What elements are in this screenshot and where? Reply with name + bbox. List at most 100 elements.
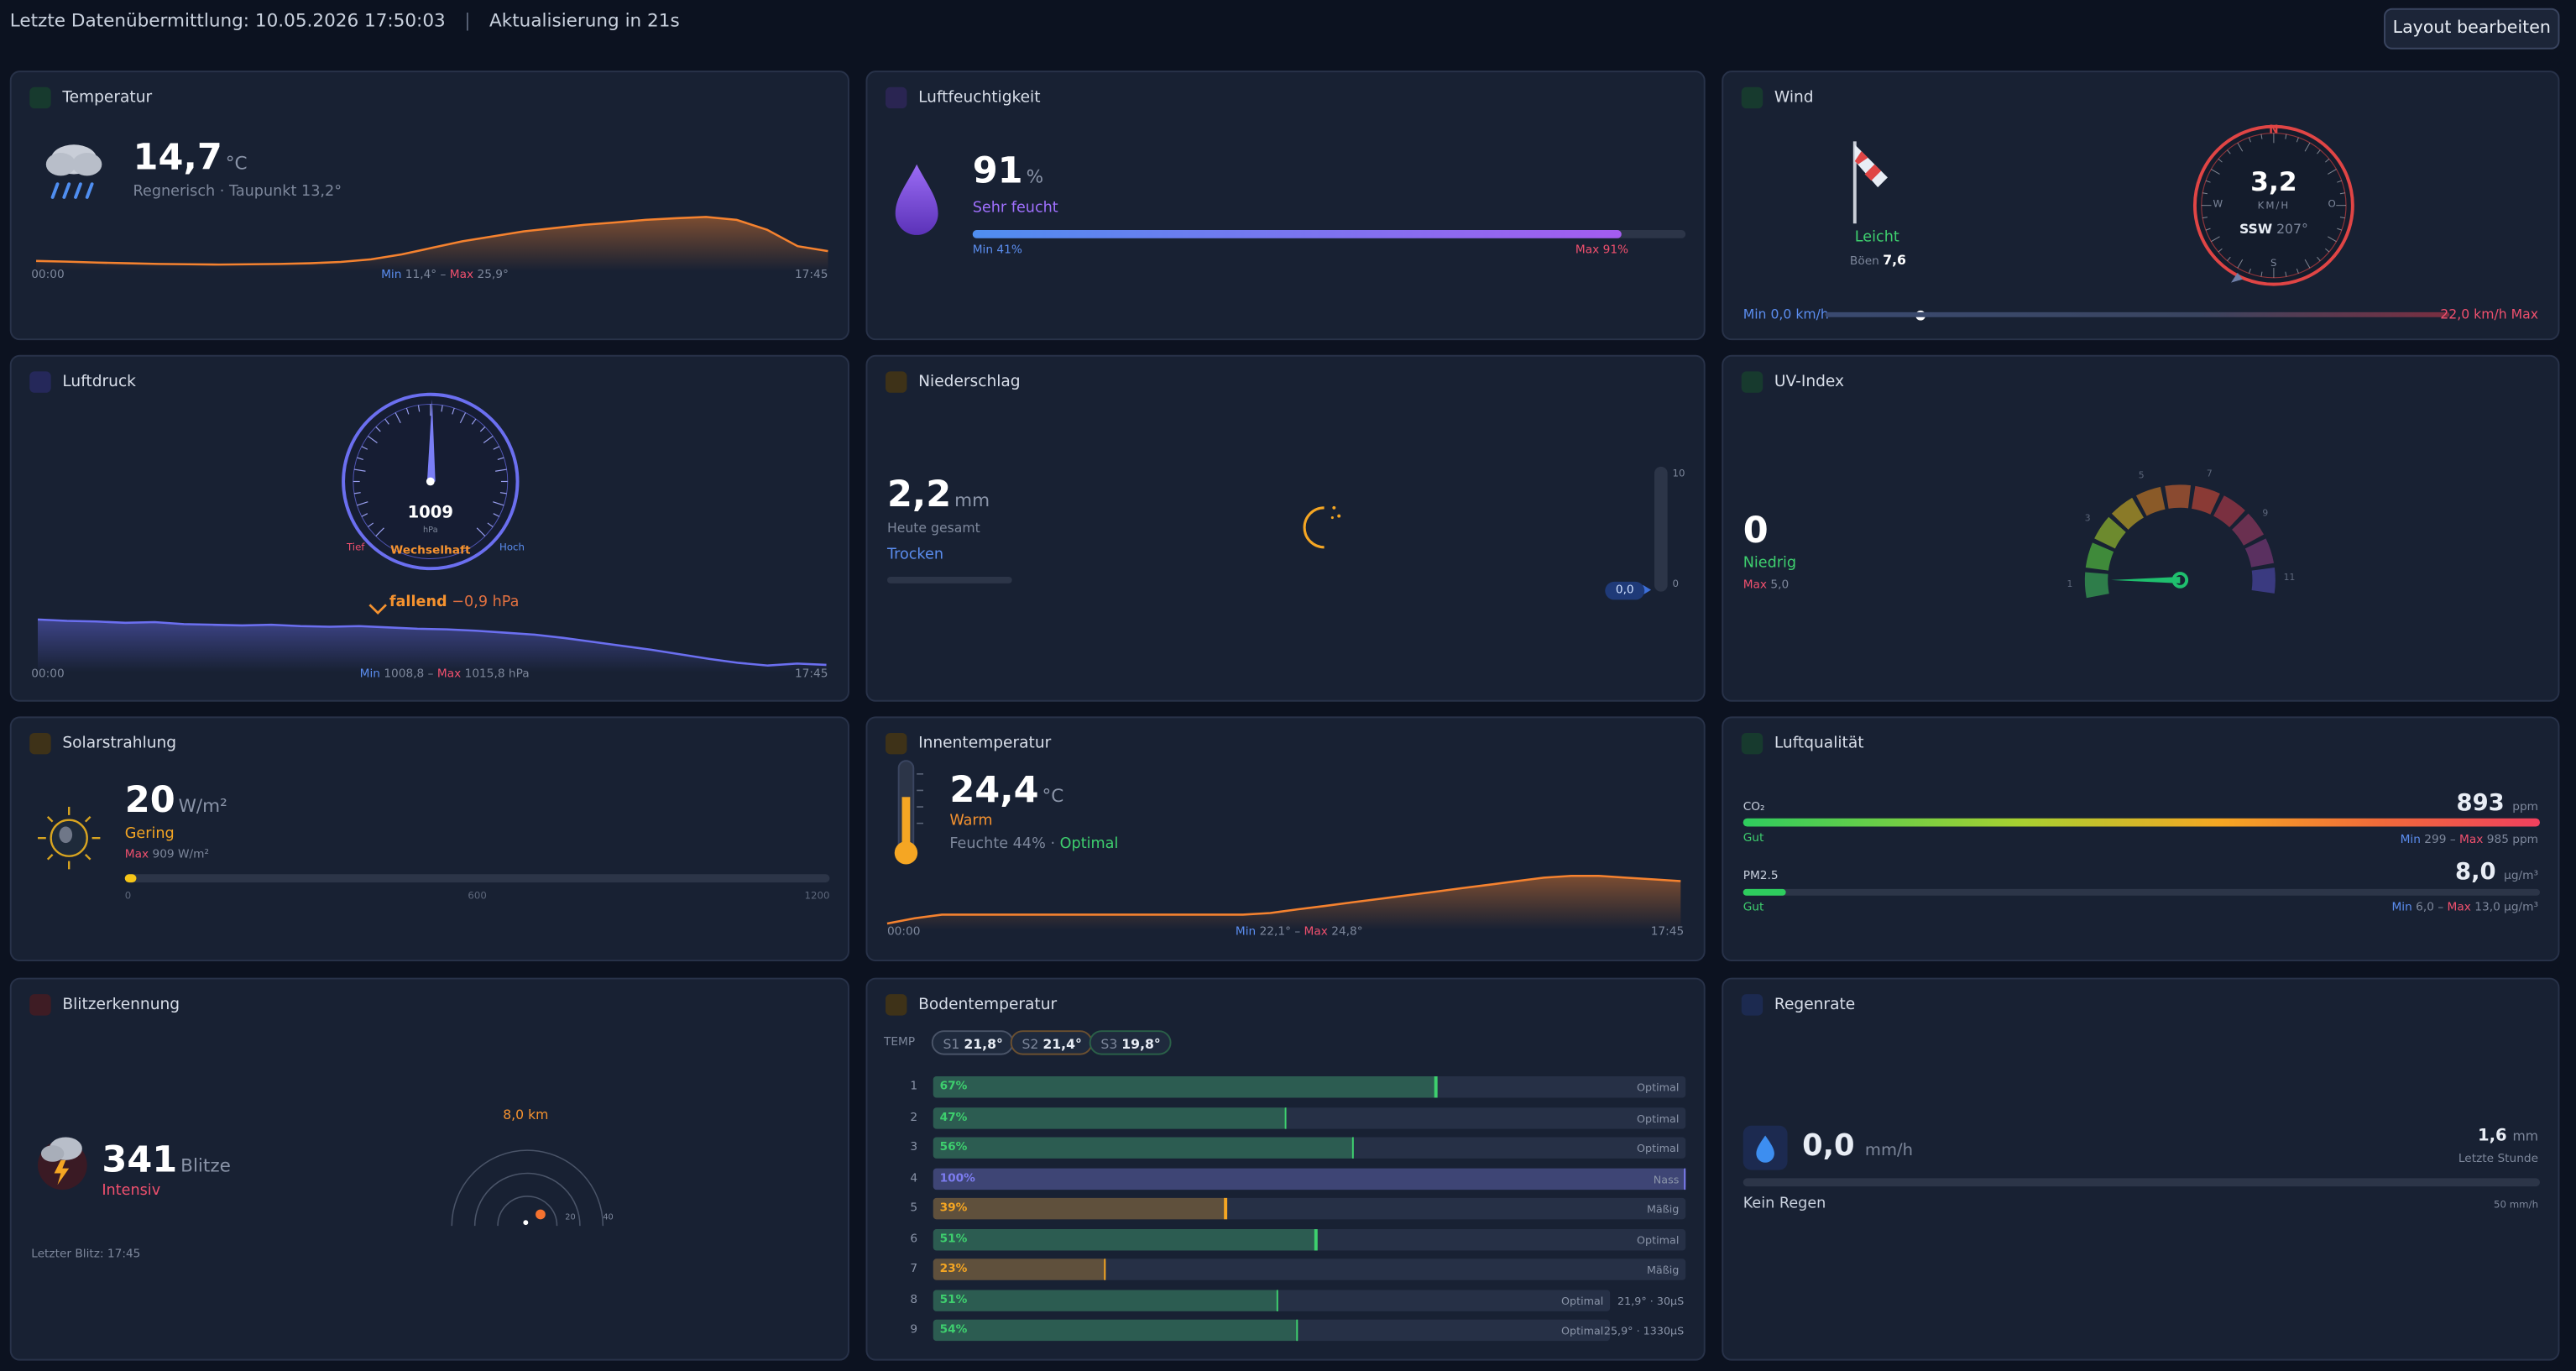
row-edge (1284, 1107, 1288, 1128)
solar-track (124, 874, 830, 883)
compass-tick (2339, 192, 2345, 195)
row-label: 56% (939, 1140, 968, 1154)
row-track: 54% Optimal (933, 1319, 1611, 1342)
humidity-track (972, 230, 1686, 238)
gust-value: 7,6 (1883, 253, 1906, 269)
gauge-tick (375, 426, 381, 432)
state-bar (886, 577, 1012, 583)
compass-tick (2237, 259, 2244, 269)
edit-layout-button[interactable]: Layout bearbeiten (2384, 8, 2560, 50)
direction: SSW 207° (2239, 222, 2308, 237)
humidity-fill (972, 230, 1622, 238)
tick-label: 0 (124, 890, 132, 903)
row-index: 9 (910, 1322, 918, 1337)
card-title: Luftqualität (1774, 734, 1864, 753)
gauge-tick (493, 446, 500, 450)
trend-line (37, 618, 827, 667)
row-extra: 25,9° · 1330µS (1603, 1324, 1685, 1338)
path (1854, 144, 1888, 188)
row-edge (1276, 1289, 1278, 1311)
compass-tick (2296, 137, 2299, 143)
icon (29, 371, 51, 393)
uv-segment (2244, 538, 2275, 568)
row-status: Optimal (1637, 1112, 1680, 1125)
compass-tick (2337, 228, 2342, 231)
compass-tick (2205, 180, 2211, 183)
compass-tick (2296, 268, 2299, 274)
co2: 893 ppm (2456, 790, 2538, 816)
max: 25,9° (477, 268, 509, 281)
humidity-graphics (895, 164, 938, 235)
row-status: Optimal (1560, 1294, 1604, 1308)
level-gauge (1654, 466, 1668, 592)
gauge-tick (479, 426, 486, 432)
gauge-tick (357, 501, 368, 506)
min: 1008,8 (384, 667, 425, 681)
row-index: 4 (910, 1170, 918, 1185)
row-status: Mäßig (1646, 1202, 1680, 1217)
tendency-label: fallend (389, 594, 447, 612)
path (451, 1149, 604, 1227)
axis-start: 00:00 (886, 924, 921, 939)
rain-rate-card: Regenrate 0,0 mm/h 1,6 mm Letzte Stunde … (1722, 977, 2560, 1361)
pm: 8,0 µg/m³ (2455, 860, 2538, 886)
description: Sehr feucht (972, 200, 1058, 217)
max-label: Max (1743, 578, 1768, 592)
row-track: 23% Mäßig (933, 1258, 1686, 1280)
row-index: 3 (910, 1140, 918, 1154)
gauge-tick (493, 513, 500, 517)
wind-graphics (1852, 124, 2354, 321)
compass-tick (2218, 248, 2223, 253)
icon (885, 732, 907, 755)
compass-tick (2218, 158, 2223, 163)
card-title: UV-Index (1774, 373, 1845, 391)
precipitation-graphics (1303, 466, 1668, 595)
unit: mm/h (1864, 1142, 1914, 1160)
south: S (2270, 258, 2277, 269)
min-label: Min (2391, 900, 2412, 914)
dash: – (427, 667, 434, 681)
row-label: 54% (939, 1322, 968, 1337)
icon (885, 371, 907, 393)
indoor-card: Innentemperatur 24,4 °C Warm Feuchte 44% … (865, 716, 1706, 962)
row-track: 47% Optimal (933, 1107, 1686, 1128)
sensor-name: S2 (1022, 1037, 1039, 1052)
pm-fill (1743, 888, 1786, 896)
wind-card: Wind Leicht Böen 7,6 N O S W 3,2 KM/H SS… (1722, 71, 2560, 341)
spinner (1303, 506, 1325, 549)
min: Min 41% (972, 243, 1022, 257)
max-label: Max (124, 847, 149, 861)
max-label: Max (2459, 833, 2484, 847)
row-label: 51% (939, 1231, 968, 1245)
trend-area (886, 876, 1681, 930)
storm-icon (38, 1137, 87, 1190)
min: 22,1° (1259, 924, 1291, 939)
gauge-tick (459, 412, 467, 423)
uv-value: 0 (1743, 510, 1769, 552)
degrees: 207° (2276, 222, 2308, 237)
axis-end: 17:45 (1650, 924, 1685, 939)
circle (1330, 515, 1334, 520)
hour-value: 1,6 (2478, 1127, 2507, 1146)
row-track: 39% Mäßig (933, 1197, 1686, 1220)
compass-tick (2202, 217, 2208, 219)
last-hour: 1,6 mm (2478, 1128, 2538, 1146)
min-max: Min 1008,8 – Max 1015,8 hPa (360, 667, 530, 681)
uv-scale-label: 3 (2084, 513, 2091, 524)
refresh-countdown: Aktualisierung in 21s (489, 9, 680, 32)
ring-40: 40 (603, 1212, 614, 1223)
value: 341 (102, 1140, 178, 1182)
trend-line (886, 874, 1681, 925)
rain-rate-graphics (1743, 1125, 1788, 1170)
north: N (2269, 123, 2279, 137)
row-fill (933, 1107, 1288, 1128)
temp-label: TEMP (884, 1035, 916, 1049)
icon (29, 86, 51, 109)
gauge-tick (476, 527, 486, 536)
pressure-card: Luftdruck 1009 hPa Tief Wechselhaft Hoch… (9, 354, 849, 702)
temperature-graphics (36, 144, 828, 271)
separator: | (464, 9, 471, 32)
gauge-tick (471, 418, 477, 425)
circle (2192, 124, 2354, 286)
g (886, 874, 1681, 930)
